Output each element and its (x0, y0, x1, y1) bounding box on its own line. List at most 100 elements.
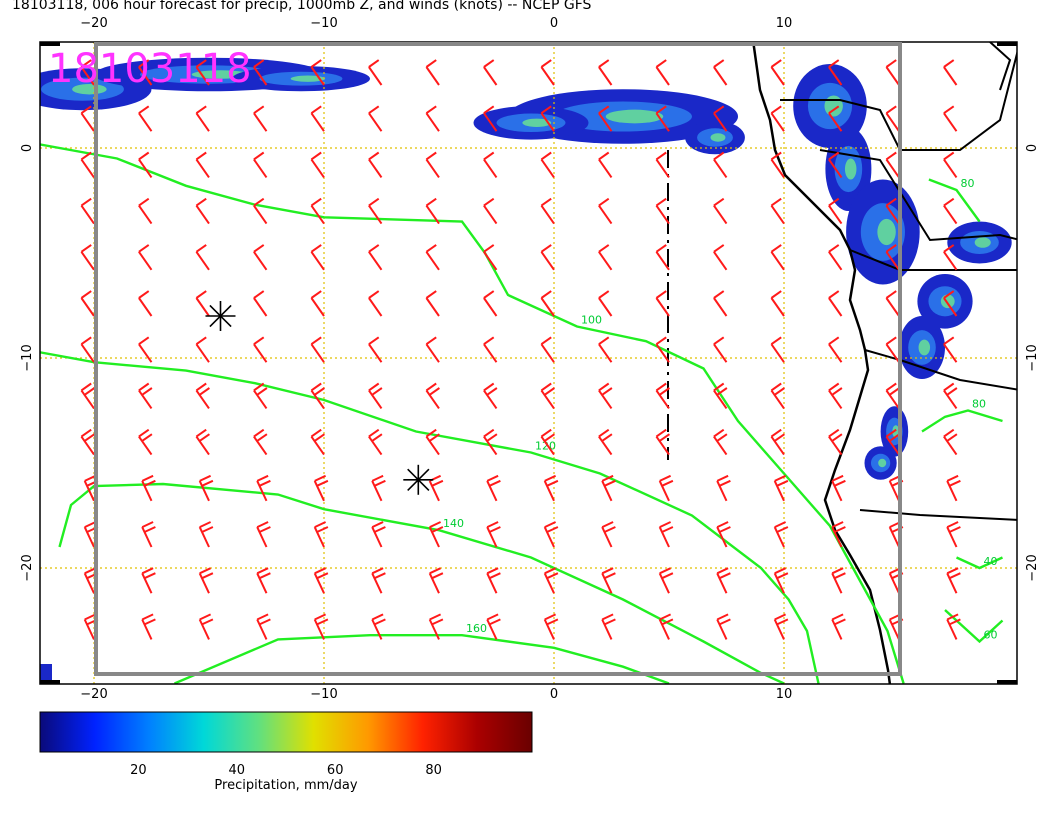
barb-feather (425, 428, 437, 438)
wind-barb (428, 567, 444, 594)
wind-barb (713, 105, 728, 132)
barb-feather (604, 526, 616, 533)
barb-feather (198, 433, 210, 442)
wind-barb (713, 290, 728, 317)
barb-staff (253, 389, 268, 409)
barb-feather (316, 479, 329, 487)
barb-feather (374, 572, 386, 580)
barb-feather (83, 433, 95, 442)
barb-feather (141, 387, 153, 396)
barb-staff (368, 436, 383, 456)
wind-barb (598, 428, 613, 456)
barb-feather (946, 474, 959, 482)
wind-barb (138, 336, 153, 363)
barb-staff (598, 251, 613, 271)
wind-barb (425, 151, 440, 178)
barb-staff (601, 526, 613, 548)
barb-staff (828, 158, 843, 178)
barb-staff (713, 112, 728, 132)
barb-staff (770, 158, 785, 178)
contour-label: 100 (581, 314, 602, 327)
barb-feather (716, 474, 729, 482)
barb-feather (716, 433, 728, 442)
precip-peak (918, 339, 931, 356)
wind-barb (310, 290, 325, 317)
wind-barb (598, 336, 613, 363)
wind-barb (540, 244, 555, 271)
barb-feather (371, 521, 384, 529)
barb-staff (80, 436, 95, 456)
barb-feather (195, 382, 207, 392)
barb-staff (713, 66, 728, 86)
barb-feather (80, 428, 92, 438)
barb-feather (659, 613, 672, 621)
barb-staff (83, 480, 95, 502)
barb-staff (713, 297, 728, 317)
barb-feather (546, 572, 559, 580)
barb-staff (368, 158, 383, 178)
lat-tick-left: −20 (20, 554, 35, 581)
barb-feather (834, 479, 846, 487)
barb-feather (831, 567, 844, 575)
wind-barb (138, 382, 153, 409)
barb-feather (544, 613, 557, 621)
barb-feather (885, 151, 897, 161)
barb-feather (425, 336, 437, 346)
barb-feather (80, 244, 92, 253)
barb-staff (885, 205, 900, 225)
wind-barb (486, 521, 501, 548)
barb-feather (601, 474, 614, 482)
wind-barb (831, 613, 846, 640)
barb-feather (598, 290, 610, 299)
barb-staff (770, 251, 785, 271)
wind-barb (425, 428, 440, 456)
wind-barb (138, 59, 153, 86)
wind-barb (828, 151, 843, 178)
barb-staff (368, 112, 383, 132)
barb-feather (138, 244, 150, 253)
barb-staff (428, 619, 440, 640)
barb-feather (943, 382, 955, 392)
barb-feather (483, 59, 495, 68)
barb-staff (483, 436, 498, 456)
barb-staff (773, 526, 785, 548)
barb-staff (598, 436, 613, 456)
barb-feather (943, 105, 955, 115)
barb-feather (831, 474, 844, 482)
barb-staff (716, 572, 728, 594)
barb-staff (543, 526, 555, 548)
barb-feather (141, 567, 154, 575)
barb-feather (713, 382, 725, 392)
barb-staff (770, 205, 785, 225)
barb-feather (828, 428, 840, 438)
barb-feather (544, 474, 557, 482)
wind-barb (198, 613, 214, 640)
storm-marker-icon (403, 464, 434, 495)
barb-staff (195, 436, 210, 456)
wind-barb (256, 567, 271, 594)
barb-feather (253, 336, 265, 346)
barb-feather (259, 526, 271, 533)
barb-staff (425, 343, 440, 363)
barb-feather (776, 526, 789, 533)
wind-barb (828, 59, 843, 86)
wind-barb (828, 290, 843, 317)
barb-feather (661, 618, 674, 626)
barb-staff (831, 619, 843, 640)
barb-feather (425, 151, 437, 161)
country-border (819, 149, 1017, 242)
wind-barb (368, 428, 383, 456)
barb-feather (770, 244, 782, 253)
wind-barb (310, 428, 325, 456)
frame-corner (40, 680, 60, 684)
barb-feather (774, 521, 787, 529)
barb-staff (540, 251, 555, 271)
country-border (989, 42, 1012, 91)
barb-feather (429, 567, 442, 575)
wind-barb (195, 244, 210, 271)
barb-feather (483, 382, 495, 392)
barb-staff (371, 619, 383, 640)
barb-staff (80, 66, 95, 86)
barb-staff (655, 436, 670, 456)
wind-barb (713, 382, 728, 409)
